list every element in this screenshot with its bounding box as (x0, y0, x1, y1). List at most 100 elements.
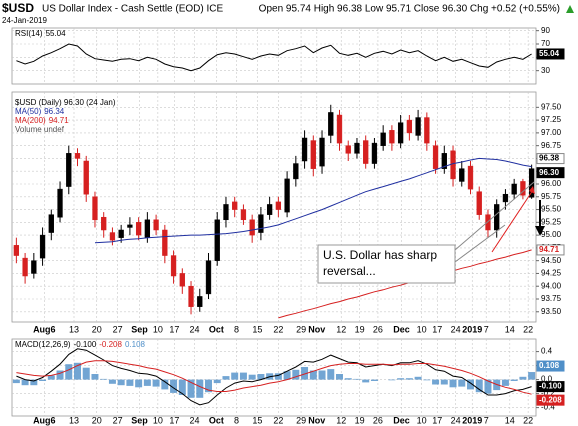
value-tag-label: 96.30 (539, 168, 560, 177)
legend-name: MACD(12,26,9) (15, 340, 71, 349)
histogram-bar (344, 378, 352, 380)
y-tick-label: 94.00 (541, 281, 562, 290)
value-tag (536, 167, 565, 179)
series-line (16, 43, 532, 72)
x-tick-label: 24 (451, 324, 461, 334)
y-tick-label: 95.00 (541, 230, 562, 239)
legend-value: -0.208 (99, 340, 122, 349)
histogram-bar (117, 379, 125, 386)
candle-body (135, 222, 142, 236)
x-tick-label: 10 (417, 415, 427, 425)
x-tick-label: 29 (296, 324, 306, 334)
histogram-bar (362, 379, 370, 383)
histogram-bar (370, 379, 378, 381)
pointer (454, 181, 535, 251)
date: 24-Jan-2019 (2, 16, 47, 25)
x-tick-label: Sep (131, 415, 148, 425)
x-tick-label: 14 (505, 324, 515, 334)
legend-value: 55.04 (46, 29, 67, 38)
x-tick-label: 27 (113, 324, 123, 334)
x-tick-label: Oct (209, 324, 224, 334)
histogram-bar (170, 379, 178, 393)
legend-volume: Volume undef (15, 125, 65, 134)
x-tick-label: Oct (209, 415, 224, 425)
value-tag-label: -0.100 (539, 382, 562, 391)
value-tag-label: 94.71 (539, 245, 560, 254)
x-tick-label: 22 (273, 324, 283, 334)
x-tick-label: 20 (92, 324, 102, 334)
histogram-bar (56, 370, 64, 380)
candle-body (284, 178, 290, 213)
candle-body (101, 216, 107, 231)
histogram-bar (65, 364, 73, 380)
x-tick-label: 22 (523, 415, 533, 425)
pointer (454, 224, 506, 263)
candle-body (22, 257, 28, 277)
histogram-bar (74, 362, 81, 380)
candle-body (249, 219, 255, 236)
legend-value: -0.100 (74, 340, 97, 349)
candle-body (293, 163, 299, 180)
legend: RSI(14) 55.04 (15, 29, 66, 38)
histogram-bar (161, 379, 169, 390)
candle-body (223, 204, 229, 221)
y-tick-label: -0.4 (541, 403, 555, 412)
candle-body (74, 153, 81, 159)
candle-body (485, 214, 491, 231)
histogram-bar (309, 370, 317, 380)
candle-body (153, 219, 159, 231)
value-tag-label: 55.04 (539, 49, 560, 58)
x-tick-label: 15 (252, 324, 262, 334)
histogram-bar (327, 369, 335, 380)
annotation: U.S. Dollar has sharp reversal... (317, 181, 545, 284)
histogram-bar (231, 372, 239, 380)
histogram-bar (397, 378, 405, 380)
histogram-bar (301, 367, 309, 380)
candle-body (13, 245, 20, 256)
candle-body (31, 260, 37, 274)
y-tick-label: 97.25 (541, 115, 562, 124)
x-tick-label: 17 (169, 415, 179, 425)
x-tick-label: 12 (336, 415, 346, 425)
x-tick-label: 24 (451, 415, 461, 425)
x-tick-label: 14 (505, 415, 515, 425)
candle-body (258, 214, 264, 233)
candle-body (48, 214, 54, 233)
candle-body (319, 137, 325, 167)
histogram-bar (414, 376, 422, 380)
histogram-bar (213, 379, 221, 384)
value-tag-label: 0.108 (539, 361, 560, 370)
histogram-bar (100, 378, 108, 380)
x-tick-label: 13 (69, 415, 79, 425)
histogram-bar (108, 379, 116, 384)
candle-body (188, 285, 194, 307)
candle-body (232, 201, 238, 210)
x-tick-label: Dec (393, 415, 410, 425)
quote: Open 95.74 High 96.38 Low 95.71 Close 96… (259, 4, 560, 15)
up-arrow (566, 5, 574, 13)
candle-body (170, 255, 177, 277)
histogram-bar (501, 379, 509, 386)
histogram-bar (353, 378, 361, 380)
value-tag-label: -0.208 (539, 395, 562, 404)
histogram-bar (257, 374, 265, 380)
histogram-bar (196, 379, 204, 398)
candle-body (205, 260, 212, 295)
red-arrow (491, 189, 534, 253)
series-line (94, 157, 532, 244)
annotation-line: reversal... (323, 264, 376, 278)
candle-body (424, 117, 430, 144)
candle-body (179, 273, 185, 287)
histogram-bar (91, 374, 99, 380)
series-line (16, 360, 532, 395)
y-tick-label: 95.25 (541, 217, 562, 226)
candle-body (476, 191, 482, 215)
histogram-bar (405, 378, 413, 380)
legend-entry: MA(200) 94.71 (15, 116, 69, 125)
candle-body (109, 232, 116, 241)
candle-body (406, 119, 413, 134)
red-arrow-head (529, 186, 535, 194)
x-tick-label: Dec (393, 324, 410, 334)
series-line (16, 348, 532, 406)
x-tick-label: 24 (190, 324, 200, 334)
